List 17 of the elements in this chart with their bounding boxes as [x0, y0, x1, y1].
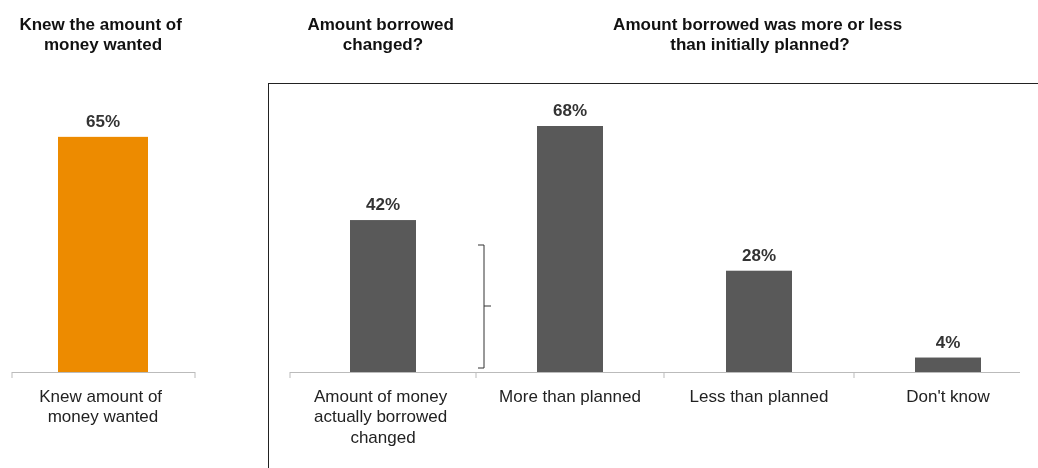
data-label: 68%	[552, 101, 588, 120]
data-label: 42%	[365, 195, 401, 215]
x-tick-label: Amount of money actually borrowed changed	[314, 387, 452, 447]
text: Amount borrowed was more or less than initially planned?	[613, 15, 907, 55]
data-label: 28%	[741, 245, 777, 265]
bar	[537, 126, 603, 372]
text: Amount borrowed changed?	[307, 15, 459, 55]
bar	[726, 270, 792, 372]
x-tick-label: Less than planned	[689, 387, 829, 406]
data-label: 4%	[935, 332, 961, 352]
x-tick-label: More than planned	[499, 387, 641, 406]
x-tick-label: Don't know	[906, 387, 991, 406]
bar	[350, 220, 416, 372]
text: Knew the amount of money wanted	[19, 15, 187, 55]
bar	[915, 357, 981, 372]
data-label: 65%	[85, 111, 121, 131]
x-tick-label: Knew amount of money wanted	[39, 387, 167, 427]
